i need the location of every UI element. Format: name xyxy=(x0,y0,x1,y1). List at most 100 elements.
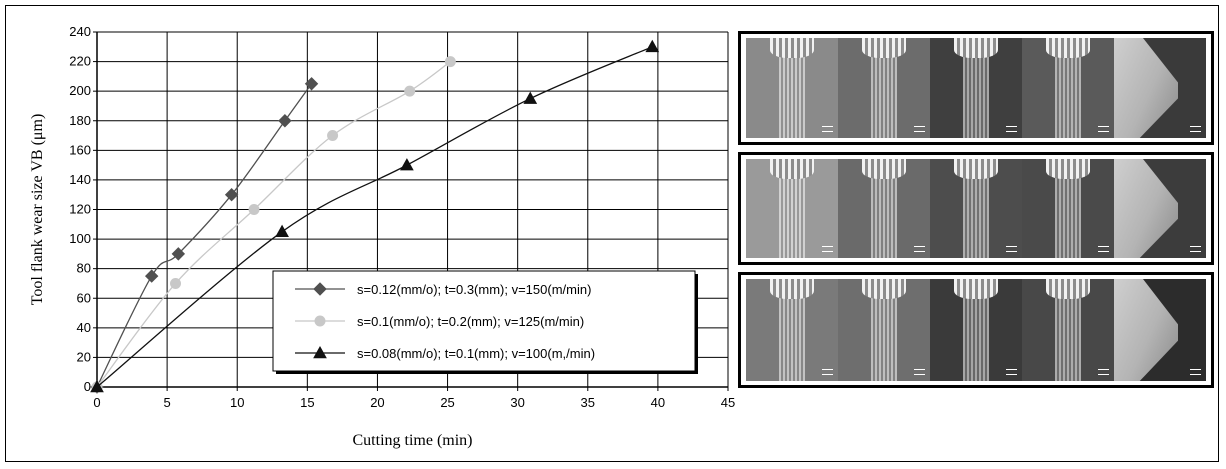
axes: 0 20 40 60 80 100 120 140 160 180 200 220 240 0 5 10 15 2… xyxy=(69,24,735,410)
tool-tip-image xyxy=(769,159,815,179)
cutting-edge-image xyxy=(1114,159,1179,258)
y-tick-label: 160 xyxy=(69,142,91,157)
data-point xyxy=(327,130,339,142)
tool-tip-image xyxy=(769,279,815,300)
wear-micrograph xyxy=(1114,159,1206,258)
wear-micrograph xyxy=(1022,38,1114,138)
tool-shank-image xyxy=(963,285,989,381)
data-point xyxy=(404,85,416,97)
tool-shank-image xyxy=(1055,164,1081,258)
x-axis-label: Cutting time (min) xyxy=(353,432,473,449)
wear-micrograph xyxy=(1114,38,1206,138)
data-point xyxy=(275,224,289,237)
tool-tip-image xyxy=(861,159,907,179)
tool-shank-image xyxy=(779,164,805,258)
tool-tip-image xyxy=(1045,159,1091,179)
scale-bar xyxy=(1098,368,1110,375)
y-tick-label: 80 xyxy=(77,261,91,276)
x-tick-label: 40 xyxy=(651,395,665,410)
data-point xyxy=(523,91,538,104)
tool-shank-image xyxy=(963,164,989,258)
legend: s=0.12(mm/o); t=0.3(mm); v=150(m/min) s=0… xyxy=(272,270,698,374)
x-tick-label: 35 xyxy=(581,395,595,410)
legend-entry: s=0.1(mm/o); t=0.2(mm); v=125(m/min) xyxy=(357,314,584,329)
wear-chart: 0 20 40 60 80 100 120 140 160 180 200 220 240 0 5 10 15 2… xyxy=(29,24,735,449)
y-tick-label: 200 xyxy=(69,83,91,98)
legend-entry: s=0.08(mm/o); t=0.1(mm); v=100(m,/min) xyxy=(357,346,595,361)
tool-shank-image xyxy=(779,285,805,381)
data-point xyxy=(90,379,104,393)
y-tick-label: 120 xyxy=(69,202,91,217)
wear-micrograph xyxy=(838,159,930,258)
y-tick-label: 240 xyxy=(69,24,91,39)
series xyxy=(90,39,660,394)
wear-micrograph xyxy=(1114,279,1206,381)
scale-bar xyxy=(914,126,926,132)
tool-tip-image xyxy=(953,38,999,58)
y-tick-label: 0 xyxy=(84,379,91,394)
x-tick-label: 15 xyxy=(300,395,314,410)
tool-tip-image xyxy=(1045,38,1091,58)
photo-panel-3 xyxy=(738,272,1214,388)
y-tick-label: 180 xyxy=(69,113,91,128)
scale-bar xyxy=(1190,368,1202,375)
x-tick-label: 30 xyxy=(510,395,524,410)
legend-marker xyxy=(313,345,327,359)
scale-bar xyxy=(1098,126,1110,132)
data-point xyxy=(170,277,182,289)
data-point xyxy=(400,158,414,171)
x-tick-label: 20 xyxy=(370,395,384,410)
cutting-edge-image xyxy=(1114,38,1179,138)
scale-bar xyxy=(1006,368,1018,375)
tool-tip-image xyxy=(1045,279,1091,300)
y-tick-label: 140 xyxy=(69,172,91,187)
tool-tip-image xyxy=(861,279,907,300)
scale-bar xyxy=(822,246,834,253)
data-point xyxy=(278,114,292,128)
wear-micrograph xyxy=(1022,279,1114,381)
photo-panel-2 xyxy=(738,152,1214,265)
y-axis-label: Tool flank wear size VB (μm) xyxy=(29,114,46,306)
y-tick-label: 60 xyxy=(77,290,91,305)
tool-shank-image xyxy=(871,164,897,258)
data-point xyxy=(248,204,260,215)
data-point xyxy=(304,77,319,91)
tool-tip-image xyxy=(953,159,999,179)
x-tick-label: 10 xyxy=(230,395,244,410)
scale-bar xyxy=(1098,246,1110,253)
tool-shank-image xyxy=(871,44,897,138)
series-2 xyxy=(91,56,456,393)
wear-micrograph xyxy=(838,279,930,381)
data-point xyxy=(171,247,186,261)
wear-micrograph xyxy=(930,38,1022,138)
tool-shank-image xyxy=(1055,285,1081,381)
x-tick-label: 0 xyxy=(93,395,100,410)
data-point xyxy=(645,39,660,53)
scale-bar xyxy=(1006,246,1018,253)
scale-bar xyxy=(1190,246,1202,253)
scale-bar xyxy=(1006,126,1018,132)
photo-panel-1 xyxy=(738,31,1214,145)
legend-entry: s=0.12(mm/o); t=0.3(mm); v=150(m/min) xyxy=(357,282,591,297)
scale-bar xyxy=(822,368,834,375)
y-tick-label: 100 xyxy=(69,231,91,246)
y-tick-label: 220 xyxy=(69,54,91,69)
wear-micrograph xyxy=(746,159,838,258)
series-3 xyxy=(90,39,660,393)
legend-marker xyxy=(314,315,326,327)
series-line xyxy=(96,46,653,388)
y-tick-label: 20 xyxy=(77,349,91,364)
tool-tip-image xyxy=(953,279,999,300)
wear-micrograph xyxy=(746,38,838,138)
x-tick-label: 25 xyxy=(440,395,454,410)
scale-bar xyxy=(1190,126,1202,132)
wear-micrograph xyxy=(1022,159,1114,258)
wear-micrograph xyxy=(838,38,930,138)
tool-shank-image xyxy=(871,285,897,381)
tool-shank-image xyxy=(963,44,989,138)
y-tick-label: 40 xyxy=(77,320,91,335)
tool-tip-image xyxy=(769,38,815,58)
tool-shank-image xyxy=(779,44,805,138)
x-tick-label: 5 xyxy=(163,395,170,410)
data-point xyxy=(224,188,239,202)
